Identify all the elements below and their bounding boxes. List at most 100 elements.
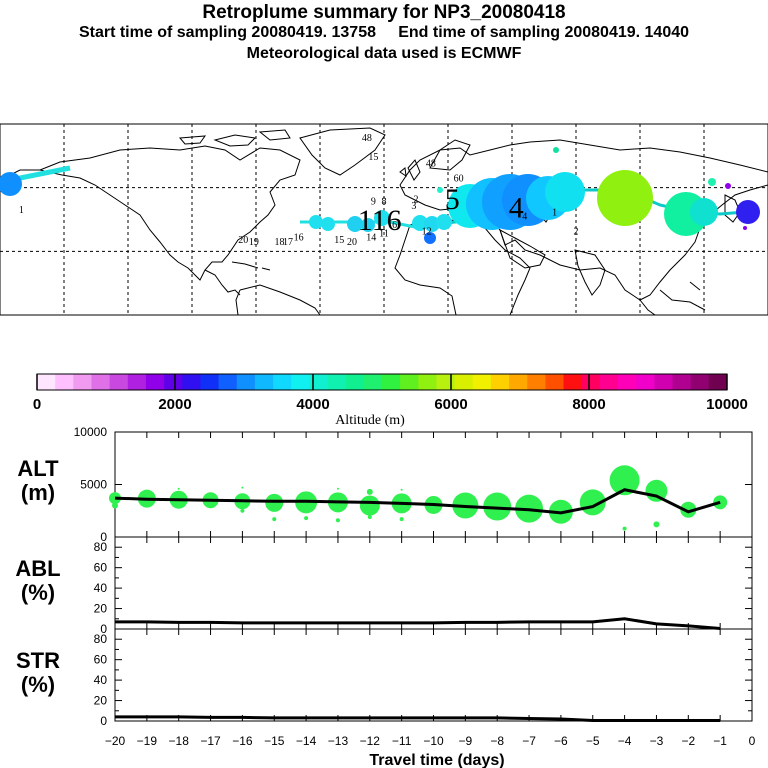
plume-label: 12 — [422, 226, 432, 237]
y-tick-label: 0 — [100, 530, 107, 544]
y-tick-label: 0 — [100, 714, 107, 728]
colorbar-swatch — [109, 374, 129, 390]
alt-bubble — [399, 517, 404, 522]
plume-cluster-circle — [436, 214, 452, 230]
colorbar-swatch — [37, 374, 56, 390]
colorbar-swatch — [527, 374, 546, 390]
colorbar-tick-label: 4000 — [296, 396, 329, 413]
plume-label: 15 — [368, 152, 378, 163]
coast-arabia — [499, 228, 546, 269]
colorbar-label: Altitude (m) — [335, 413, 405, 428]
y-tick-label: 60 — [94, 561, 108, 575]
colorbar-swatch — [55, 374, 74, 390]
y-tick-label: 20 — [94, 694, 108, 708]
colorbar-swatch — [490, 374, 510, 390]
colorbar-swatch — [509, 374, 528, 390]
coast-japan — [724, 194, 741, 223]
colorbar-swatch — [599, 374, 619, 390]
alt-bubble — [609, 465, 640, 496]
colorbar-swatch — [236, 374, 256, 390]
panel-unit: (%) — [21, 672, 55, 697]
x-tick-label: −3 — [650, 734, 664, 748]
y-tick-label: 40 — [94, 673, 108, 687]
plume-label: 8 — [382, 197, 387, 208]
colorbar-swatch — [636, 374, 655, 390]
time-series-panels: 0500010000ALT(m)020406080ABL(%)020406080… — [15, 425, 753, 728]
x-tick-label: −17 — [200, 734, 221, 748]
alt-bubble — [240, 508, 245, 513]
chart-title: Retroplume summary for NP3_20080418 — [202, 2, 566, 23]
x-tick-label: −2 — [681, 734, 695, 748]
alt-bubble — [366, 488, 373, 495]
plume-cluster-circle — [424, 232, 436, 244]
plume-label: 1 — [19, 205, 24, 216]
plume-cluster-circle — [597, 170, 653, 226]
plume-label: 20 — [347, 237, 357, 248]
colorbar-swatch — [254, 374, 274, 390]
plume-cluster-circle — [309, 215, 323, 229]
x-tick-label: −11 — [392, 734, 412, 748]
colorbar-swatch — [218, 374, 238, 390]
x-tick-label: −5 — [586, 734, 600, 748]
alt-bubble — [304, 516, 309, 521]
alt-bubble — [265, 493, 284, 512]
plume-cluster-circle — [424, 216, 440, 232]
alt-bubble — [622, 526, 627, 531]
colorbar-swatch — [545, 374, 565, 390]
series-line — [114, 488, 721, 515]
colorbar-swatch — [400, 374, 419, 390]
plume-label: 6 — [392, 220, 397, 231]
plume-label: 18 — [274, 237, 284, 248]
plume-label: 2 — [414, 195, 419, 206]
colorbar-swatch — [472, 374, 492, 390]
x-axis: −20 −19 −18 −17 −16 −15 −14 −13 −12 −11 −10 −9 −8 −7−… — [105, 734, 756, 748]
plume-cluster-circle — [743, 226, 747, 230]
plume-label: 3 — [411, 201, 416, 212]
y-tick-label: 60 — [94, 653, 108, 667]
colorbar-tick-label: 0 — [33, 396, 41, 413]
plume-cluster-circle — [0, 172, 22, 196]
map-gridlines — [0, 124, 768, 315]
colorbar-tick-label: 8000 — [572, 396, 605, 413]
plume-label-large: 5 — [445, 183, 460, 216]
colorbar-swatch — [672, 374, 692, 390]
panel-frame — [114, 536, 753, 630]
y-tick-label: 5000 — [80, 478, 107, 492]
plume-cluster-circle — [545, 172, 585, 212]
x-tick-label: −6 — [554, 734, 568, 748]
plume-label-large: 4 — [509, 191, 524, 224]
y-tick-label: 80 — [94, 632, 108, 646]
plume-label: 14 — [366, 233, 376, 244]
plume-label: 20 — [238, 235, 248, 246]
plume-label: 1 — [552, 207, 557, 218]
alt-bubble — [335, 518, 340, 523]
alt-bubble — [367, 515, 372, 520]
alt-bubble — [336, 487, 339, 490]
panel-label: STR — [16, 648, 60, 673]
series-line — [115, 715, 721, 722]
colorbar-swatch — [273, 374, 292, 390]
y-tick-label: 0 — [100, 622, 107, 636]
colorbar-swatch — [91, 374, 111, 390]
panel-label: ALT — [17, 456, 59, 481]
x-tick-label: −18 — [169, 734, 190, 748]
colorbar-swatch — [581, 374, 601, 390]
plume-label: 9 — [371, 197, 376, 208]
plume-cluster-circle — [374, 210, 390, 226]
coast-greenland — [299, 127, 386, 176]
coast-scandinavia — [429, 139, 471, 171]
plume-cluster-circle — [437, 187, 443, 193]
colorbar-tick-label: 2000 — [158, 396, 191, 413]
x-tick-label: −7 — [522, 734, 536, 748]
plume-label: 19 — [249, 237, 259, 248]
panel-unit: (%) — [21, 580, 55, 605]
plume-cluster-circle — [347, 216, 363, 232]
colorbar-swatch — [291, 374, 310, 390]
colorbar-swatch — [309, 374, 329, 390]
plume-clusters — [0, 147, 760, 244]
colorbar-swatch — [618, 374, 637, 390]
plume-label: 11 — [379, 228, 389, 239]
met-data-note: Meteorological data used is ECMWF — [246, 45, 522, 62]
